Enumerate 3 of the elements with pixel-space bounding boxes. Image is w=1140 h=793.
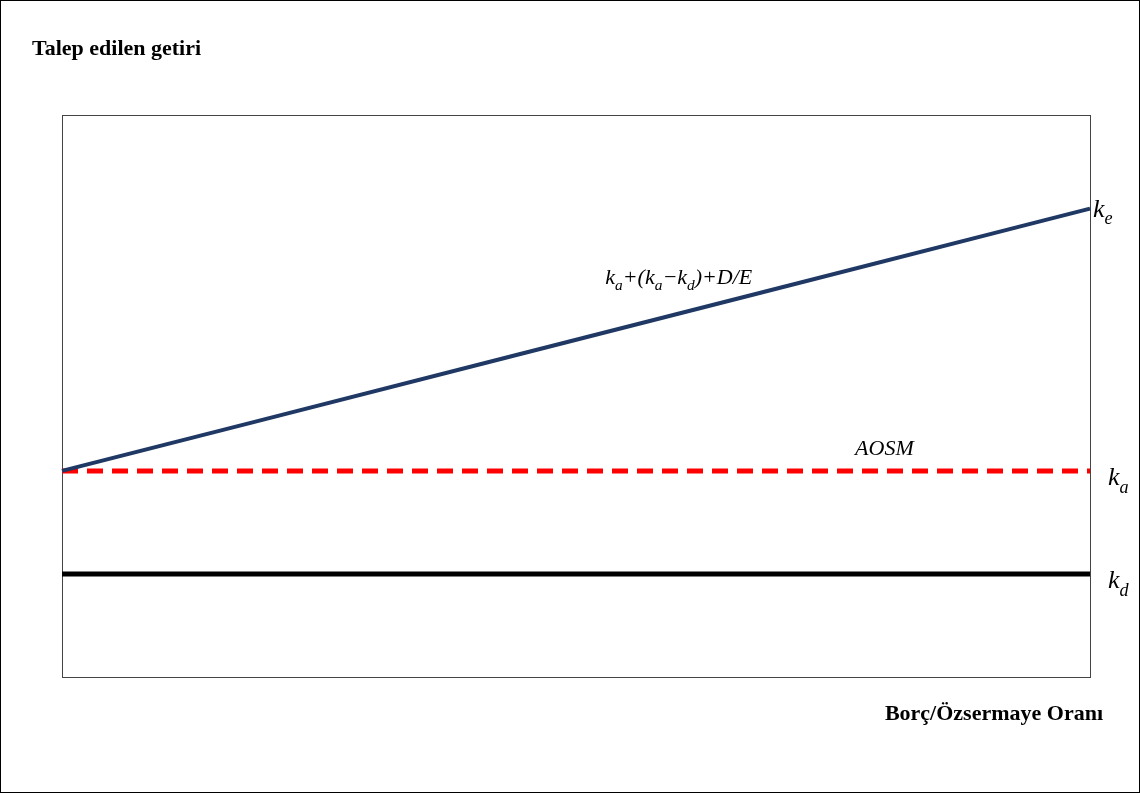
annotation: AOSM (853, 434, 916, 460)
x-axis-title: Borç/Özsermaye Oranı (884, 700, 1103, 725)
chart-title: Talep edilen getiri (32, 35, 202, 60)
